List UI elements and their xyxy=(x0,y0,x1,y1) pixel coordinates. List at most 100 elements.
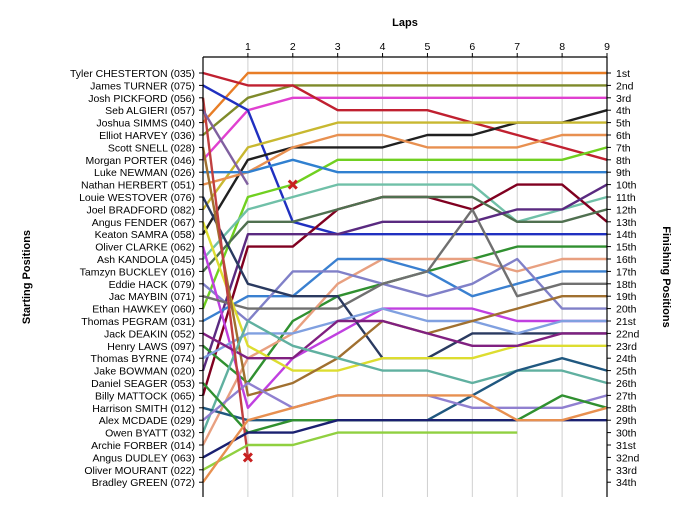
starting-position-label: Daniel SEAGER (053) xyxy=(91,378,195,390)
finishing-position-label: 26th xyxy=(616,378,637,390)
starting-position-labels: Tyler CHESTERTON (035)James TURNER (075)… xyxy=(70,68,203,489)
starting-position-label: Archie FORBER (014) xyxy=(91,440,195,452)
series-line-8 xyxy=(202,133,607,186)
finishing-position-label: 5th xyxy=(616,118,631,130)
finishing-position-label: 10th xyxy=(616,180,637,192)
starting-position-label: Joshua SIMMS (040) xyxy=(96,118,195,130)
series-line-7 xyxy=(202,121,607,211)
series-line-11 xyxy=(202,183,608,260)
starting-position-label: Scott SNELL (028) xyxy=(108,142,195,154)
finishing-position-label: 20th xyxy=(616,304,637,316)
starting-position-label: Jac MAYBIN (071) xyxy=(109,291,195,303)
starting-position-label: Ethan HAWKEY (060) xyxy=(92,304,195,316)
x-tick-label: 2 xyxy=(290,41,296,53)
series-line-25 xyxy=(202,319,607,360)
finishing-position-label: 24th xyxy=(616,353,637,365)
finishing-position-label: 27th xyxy=(616,390,637,402)
starting-position-label: Joel BRADFORD (082) xyxy=(86,204,195,216)
finishing-position-label: 13th xyxy=(616,217,637,229)
starting-position-label: Owen BYATT (032) xyxy=(105,428,195,440)
finishing-position-label: 22nd xyxy=(616,328,640,340)
finishing-position-label: 19th xyxy=(616,291,637,303)
x-tick-label: 5 xyxy=(425,41,431,53)
series-line-26 xyxy=(201,319,608,434)
retirement-marker-2 xyxy=(287,179,298,190)
finishing-position-label: 21st xyxy=(616,316,636,328)
starting-position-label: Ash KANDOLA (045) xyxy=(97,254,195,266)
starting-position-label: Tamzyn BUCKLEY (016) xyxy=(80,266,195,278)
x-tick-label: 7 xyxy=(514,41,520,53)
finishing-position-label: 30th xyxy=(616,428,637,440)
finishing-position-label: 6th xyxy=(616,130,631,142)
series-line-10 xyxy=(203,158,607,174)
x-tick-labels: 1 2 3 4 5 6 7 8 9 xyxy=(245,41,610,57)
finishing-position-label: 17th xyxy=(616,266,637,278)
finishing-position-label: 8th xyxy=(616,155,631,167)
finishing-position-label: 12th xyxy=(616,204,637,216)
starting-position-label: Thomas PEGRAM (031) xyxy=(81,316,195,328)
series-line-33 xyxy=(202,394,608,483)
finishing-position-label: 11th xyxy=(616,192,636,204)
series-line-13 xyxy=(202,195,608,273)
x-tick-label: 9 xyxy=(604,41,610,53)
starting-position-label: Elliot HARVEY (036) xyxy=(99,130,195,142)
finishing-position-label: 16th xyxy=(616,254,637,266)
finishing-position-label: 18th xyxy=(616,279,637,291)
starting-position-label: Tyler CHESTERTON (035) xyxy=(70,68,195,80)
left-axis-title: Starting Positions xyxy=(21,230,33,324)
finishing-position-label: 3rd xyxy=(616,93,631,105)
finishing-position-label: 32nd xyxy=(616,452,640,464)
starting-position-label: Alex MCDADE (029) xyxy=(99,415,195,427)
starting-position-label: James TURNER (075) xyxy=(90,80,195,92)
starting-position-label: Angus FENDER (067) xyxy=(92,217,195,229)
marker-layer xyxy=(242,179,298,463)
series-line-14 xyxy=(201,183,608,371)
retirement-marker-1 xyxy=(242,452,253,463)
finishing-position-label: 31st xyxy=(616,440,636,452)
finishing-position-label: 4th xyxy=(616,105,631,117)
finishing-position-label: 7th xyxy=(616,142,631,154)
finishing-position-label: 29th xyxy=(616,415,637,427)
finishing-position-label: 28th xyxy=(616,403,637,415)
finishing-position-label: 1st xyxy=(616,68,630,80)
series-line-9 xyxy=(201,146,608,310)
starting-position-label: Louie WESTOVER (076) xyxy=(79,192,195,204)
finishing-position-label: 9th xyxy=(616,167,631,179)
starting-position-label: Jack DEAKIN (052) xyxy=(104,328,195,340)
finishing-position-label: 2nd xyxy=(616,80,634,92)
starting-position-label: Eddie HACK (079) xyxy=(109,279,195,291)
x-axis-title: Laps xyxy=(392,17,418,29)
starting-position-label: Billy MATTOCK (065) xyxy=(95,390,195,402)
starting-position-label: Jake BOWMAN (020) xyxy=(94,366,195,378)
starting-position-label: Nathan HERBERT (051) xyxy=(81,180,195,192)
finishing-position-label: 33rd xyxy=(616,465,637,477)
series-line-1 xyxy=(202,71,607,124)
series-line-2 xyxy=(202,84,607,136)
starting-position-label: Oliver MOURANT (022) xyxy=(84,465,195,477)
series-line-30 xyxy=(201,97,250,458)
series-line-19 xyxy=(201,246,607,409)
series-line-32 xyxy=(202,431,518,471)
finishing-position-label: 15th xyxy=(616,242,637,254)
x-tick-label: 6 xyxy=(469,41,475,53)
starting-position-label: Oliver CLARKE (062) xyxy=(95,242,195,254)
starting-position-label: Keaton SAMRA (058) xyxy=(95,229,195,241)
starting-position-label: Seb ALGIERI (057) xyxy=(105,105,195,117)
series-line-16 xyxy=(201,257,607,446)
finishing-position-label: 23rd xyxy=(616,341,637,353)
starting-position-label: Morgan PORTER (046) xyxy=(85,155,195,167)
x-tick-label: 3 xyxy=(335,41,341,53)
axes xyxy=(202,56,608,497)
x-tick-label: 4 xyxy=(380,41,386,53)
starting-position-label: Harrison SMITH (012) xyxy=(92,403,195,415)
starting-position-label: Luke NEWMAN (026) xyxy=(94,167,195,179)
series-line-3 xyxy=(202,96,607,161)
starting-position-label: Henry LAWS (097) xyxy=(107,341,195,353)
x-tick-label: 8 xyxy=(559,41,565,53)
x-tick-label: 1 xyxy=(245,41,251,53)
series-lines xyxy=(201,71,608,483)
finishing-position-label: 25th xyxy=(616,366,637,378)
starting-position-label: Bradley GREEN (072) xyxy=(92,477,195,489)
starting-position-label: Angus DUDLEY (063) xyxy=(92,452,195,464)
